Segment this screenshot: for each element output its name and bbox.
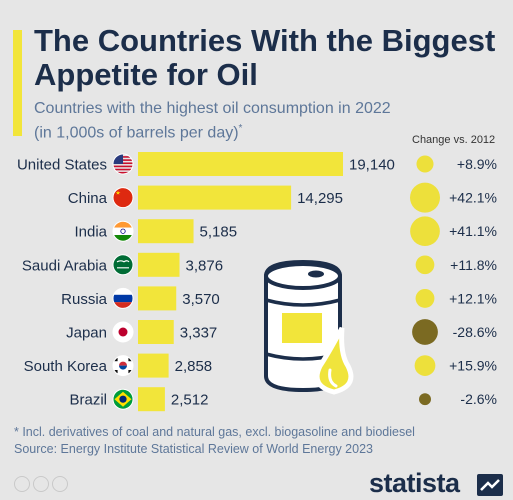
creative-commons-icon [14,476,30,492]
change-bubble [414,355,436,376]
bar-value-label: 5,185 [200,224,238,241]
bar [138,286,177,311]
bar-value-label: 3,570 [182,291,220,308]
bar [138,219,194,244]
change-label: +12.1% [449,290,497,306]
change-label: +41.1% [449,223,497,239]
change-label: +15.9% [449,358,497,374]
bar [138,152,343,176]
category-label: China [68,190,108,207]
bar-value-label: 2,512 [171,392,209,409]
change-label: +11.8% [450,257,497,273]
subtitle-text: Countries with the highest oil consumpti… [34,100,391,142]
category-label: Russia [61,291,108,308]
source-text: Source: Energy Institute Statistical Rev… [14,442,373,456]
change-bubble [416,155,434,173]
bar-value-label: 14,295 [297,190,343,207]
bar [138,320,174,344]
bar-value-label: 2,858 [175,358,213,375]
india-flag-icon [112,220,134,242]
category-label: Japan [66,325,107,342]
saudi-arabia-flag-icon [112,254,134,276]
bar-value-label: 19,140 [349,157,395,174]
bar [138,252,180,277]
change-bubble [410,216,440,247]
oil-barrel-icon [264,259,354,395]
brazil-flag-icon [112,388,134,410]
change-label: +8.9% [457,156,497,172]
category-label: India [74,224,107,241]
category-label: Brazil [69,392,107,409]
chart-footer: * Incl. derivatives of coal and natural … [14,424,504,458]
category-label: United States [17,157,107,174]
change-label: +42.1% [449,190,497,206]
statista-logo-icon [477,474,503,496]
footnote-text: * Incl. derivatives of coal and natural … [14,425,415,439]
license-icons [14,476,71,497]
bar [138,387,165,412]
change-label: -2.6% [460,391,497,407]
russia-flag-icon [112,287,134,309]
change-bubble [419,393,431,406]
china-flag-icon [112,187,134,209]
us-flag-icon [112,153,134,175]
south-korea-flag-icon [112,355,134,377]
change-bubble [410,182,440,213]
category-label: South Korea [24,358,108,375]
subtitle-footnote-marker: * [238,123,243,134]
change-column-header: Change vs. 2012 [412,134,496,146]
attribution-icon [33,476,49,492]
oil-consumption-chart: United States 19,140 +8.9% China 14,295 +42.1… [17,152,497,412]
change-label: -28.6% [453,324,497,340]
bar-value-label: 3,337 [180,325,218,342]
category-label: Saudi Arabia [22,257,108,274]
bar [138,185,292,210]
japan-flag-icon [112,321,134,343]
bar [138,353,169,378]
change-bubble [412,319,438,345]
brand-logo-text: statista [369,468,460,498]
page-title: The Countries With the Biggest Appetite … [34,23,496,92]
chart-subtitle: Countries with the highest oil consumpti… [34,99,394,143]
change-bubble [415,288,435,308]
bar-value-label: 3,876 [186,257,224,274]
title-accent-bar [13,30,22,136]
change-bubble [415,255,435,275]
no-derivatives-icon [52,476,68,492]
